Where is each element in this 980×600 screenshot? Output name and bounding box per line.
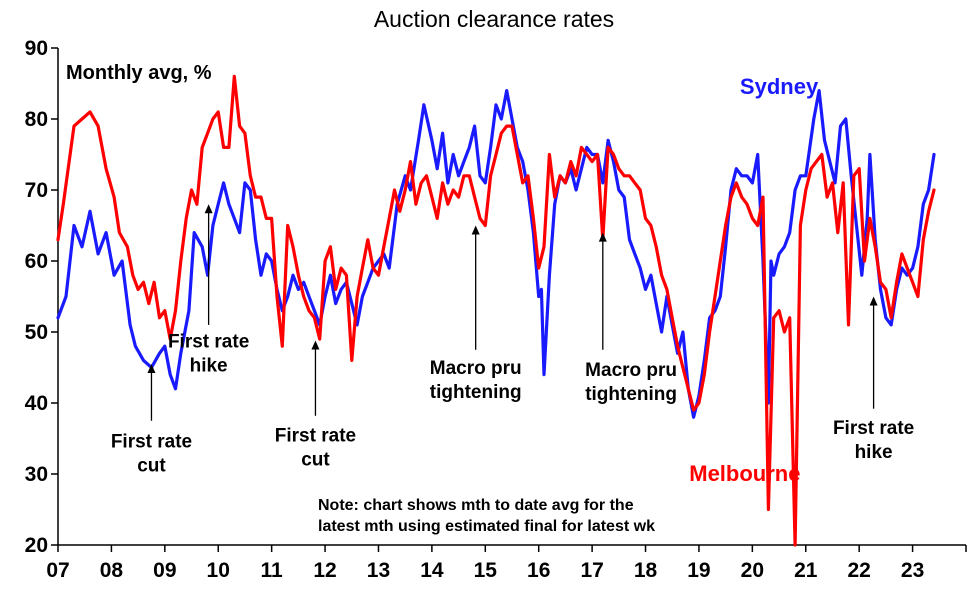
annotation-text: First rate xyxy=(275,425,356,446)
annotation-text: hike xyxy=(855,442,893,463)
x-tick-label: 22 xyxy=(847,559,870,582)
x-tick-label: 10 xyxy=(207,559,230,582)
annotation-arrow-head xyxy=(311,340,320,350)
series-line-melbourne xyxy=(56,74,936,547)
y-tick-label: 30 xyxy=(25,463,48,486)
series-line-sydney xyxy=(56,89,936,419)
series-labels: Sydney Melbourne xyxy=(689,74,819,486)
annotation-arrow-head xyxy=(869,296,878,306)
x-tick-label: 20 xyxy=(741,559,764,582)
x-tick-label: 12 xyxy=(313,559,336,582)
annotation-text: tightening xyxy=(430,382,522,403)
annotation-text: First rate xyxy=(833,418,914,439)
y-tick-label: 40 xyxy=(25,392,48,415)
annotation-arrow-head xyxy=(147,363,156,373)
annotation-text: cut xyxy=(137,456,166,477)
x-tick-label: 17 xyxy=(580,559,603,582)
chart-note: Note: chart shows mth to date avg for th… xyxy=(318,497,655,535)
x-tick-label: 19 xyxy=(687,559,710,582)
x-tick-label: 07 xyxy=(46,559,69,582)
x-tick-label: 16 xyxy=(527,559,550,582)
x-ticks: 07 08 09 10 11 12 13 14 15 16 17 18 19 20 21 22 23 xyxy=(46,545,967,582)
x-tick-label: 23 xyxy=(901,559,924,582)
x-tick-label: 15 xyxy=(474,559,498,582)
x-tick-label: 21 xyxy=(794,559,818,582)
note-line: Note: chart shows mth to date avg for th… xyxy=(318,497,634,514)
y-tick-label: 80 xyxy=(25,108,48,131)
annotation-text: hike xyxy=(190,356,228,377)
x-tick-label: 18 xyxy=(634,559,658,582)
chart-title: Auction clearance rates xyxy=(374,6,614,32)
annotation-arrow-head xyxy=(204,204,213,214)
annotation-text: tightening xyxy=(585,384,677,405)
series-label-sydney: Sydney xyxy=(740,74,819,99)
series-label-melbourne: Melbourne xyxy=(689,461,800,486)
plot-area: 20 30 40 50 60 70 80 90 07 08 09 10 11 12 13 14 15 16 17 1… xyxy=(25,37,967,582)
x-tick-label: 14 xyxy=(420,559,444,582)
annotation-text: First rate xyxy=(111,432,192,453)
x-tick-label: 08 xyxy=(100,559,124,582)
y-tick-label: 50 xyxy=(25,321,48,344)
note-line: latest mth using estimated final for lat… xyxy=(318,518,655,535)
x-tick-label: 13 xyxy=(367,559,390,582)
annotation-text: First rate xyxy=(168,332,249,353)
y-tick-label: 60 xyxy=(25,250,48,273)
annotation-arrow-head xyxy=(598,232,607,242)
y-tick-label: 20 xyxy=(25,534,48,557)
y-ticks: 20 30 40 50 60 70 80 90 xyxy=(25,37,58,557)
y-axis-label: Monthly avg, % xyxy=(66,62,212,84)
x-tick-label: 09 xyxy=(153,559,176,582)
annotations: First rate cut First rate hike First rate cut… xyxy=(111,204,914,477)
x-tick-label: 11 xyxy=(261,559,284,582)
annotation-text: cut xyxy=(301,449,330,470)
y-tick-label: 90 xyxy=(25,37,48,60)
series-lines xyxy=(56,74,936,547)
annotation-text: Macro pru xyxy=(585,360,677,381)
annotation-arrow-head xyxy=(471,225,480,235)
annotation-text: Macro pru xyxy=(430,358,522,379)
y-tick-label: 70 xyxy=(25,179,48,202)
